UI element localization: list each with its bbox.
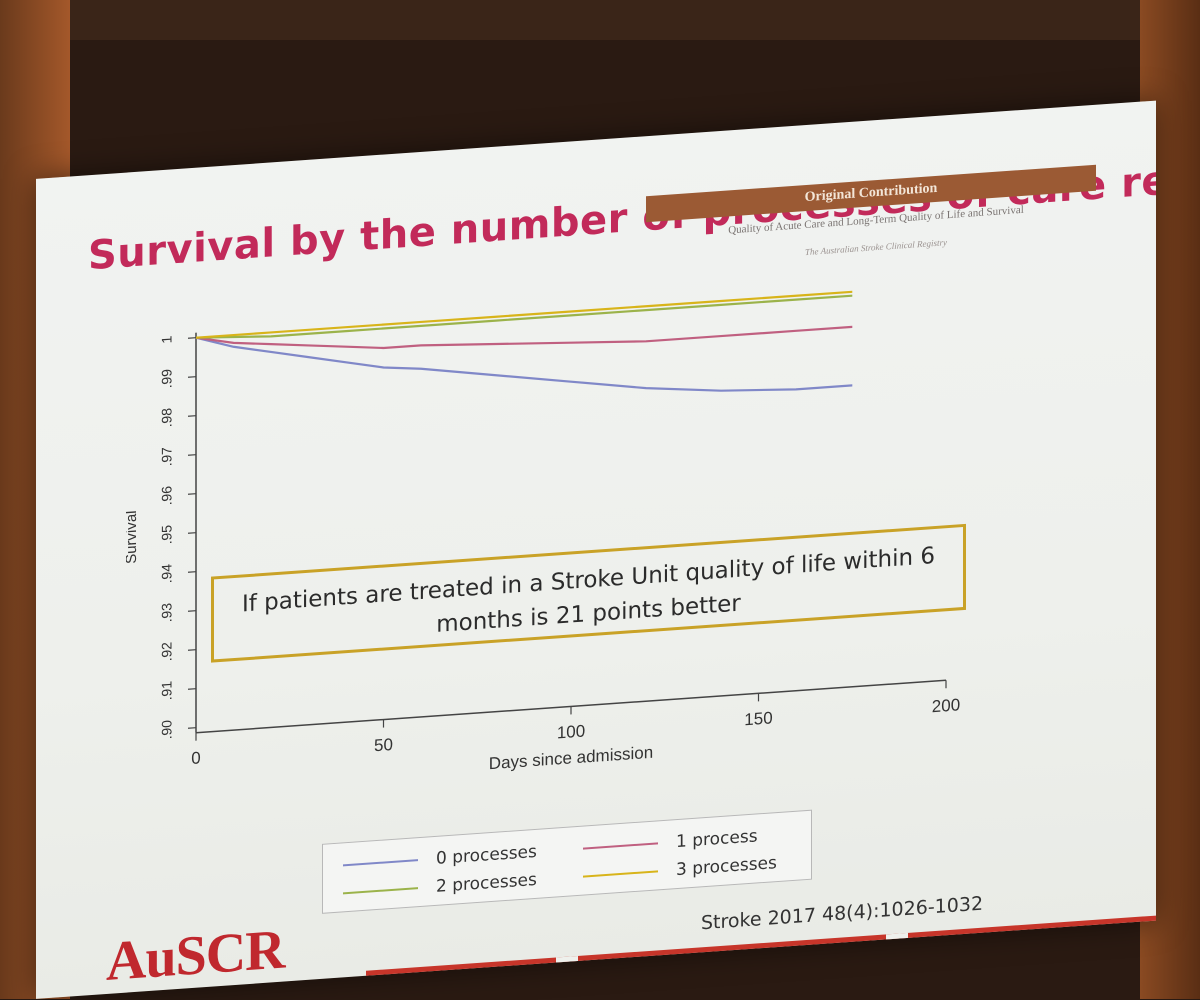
legend-swatch-2 (343, 887, 418, 895)
y-tick (188, 571, 196, 573)
series-line-0 (195, 336, 853, 392)
y-tick-label: 1 (159, 335, 175, 344)
legend-item-0: 0 processes (343, 842, 537, 876)
legend-item-3: 3 processes (583, 853, 777, 887)
series-line-3 (196, 290, 853, 339)
y-tick (188, 532, 196, 534)
y-tick (188, 610, 196, 612)
survival-chart: .90 .91 .92 .93 .94 .95 .96 .97 .98 .99 1 0 50 100 150… (126, 290, 960, 773)
room-ceiling (0, 0, 1200, 40)
footer-notch (556, 955, 578, 980)
y-tick (188, 727, 196, 729)
citation: Stroke 2017 48(4):1026-1032 (701, 892, 984, 935)
x-axis-label: Days since admission (489, 743, 653, 773)
y-tick (188, 493, 196, 495)
y-tick (188, 649, 196, 651)
footer-notch (966, 957, 988, 973)
legend-swatch-1 (583, 842, 658, 850)
y-tick-label: .97 (159, 446, 175, 467)
y-tick-label: .90 (159, 719, 175, 740)
y-tick-label: .92 (159, 641, 175, 662)
y-tick (188, 454, 196, 456)
series-line-2 (195, 294, 853, 339)
legend-label-1: 1 process (676, 826, 758, 853)
chart-axes: .90 .91 .92 .93 .94 .95 .96 .97 .98 .99 1 0 50 100 150… (159, 332, 960, 768)
series-line-1 (195, 325, 853, 350)
y-tick-label: .98 (159, 407, 175, 428)
y-axis-label: Survival (126, 510, 140, 564)
footer-notch (886, 932, 908, 957)
legend-item-2: 2 processes (343, 870, 537, 904)
legend-label-0: 0 processes (436, 841, 537, 869)
projector-screen: Survival by the number of processes of c… (20, 0, 1180, 999)
y-tick-label: .95 (159, 524, 175, 545)
x-tick-label: 0 (191, 748, 200, 768)
logo-wordmark: AuSCR (106, 918, 285, 993)
y-tick-label: .93 (159, 602, 175, 623)
y-tick (188, 415, 196, 417)
y-tick (188, 376, 196, 378)
y-tick-label: .94 (159, 563, 175, 584)
y-tick-label: .96 (159, 485, 175, 506)
x-tick-label: 100 (557, 721, 585, 742)
chart-series (195, 290, 853, 392)
legend-label-3: 3 processes (676, 853, 777, 881)
legend-item-1: 1 process (583, 826, 758, 858)
y-tick (188, 337, 196, 339)
legend-swatch-0 (343, 859, 418, 867)
x-tick-label: 50 (374, 735, 393, 755)
y-tick-label: .99 (159, 368, 175, 389)
legend-label-2: 2 processes (436, 869, 537, 897)
y-tick-label: .91 (159, 680, 175, 701)
x-tick-label: 200 (932, 695, 960, 716)
x-tick-label: 150 (744, 708, 772, 729)
auscr-logo: AuSCR Australian Stroke Clinical Registr… (106, 913, 406, 998)
legend-swatch-3 (583, 870, 658, 878)
slide: Survival by the number of processes of c… (36, 100, 1156, 999)
y-tick (188, 688, 196, 690)
